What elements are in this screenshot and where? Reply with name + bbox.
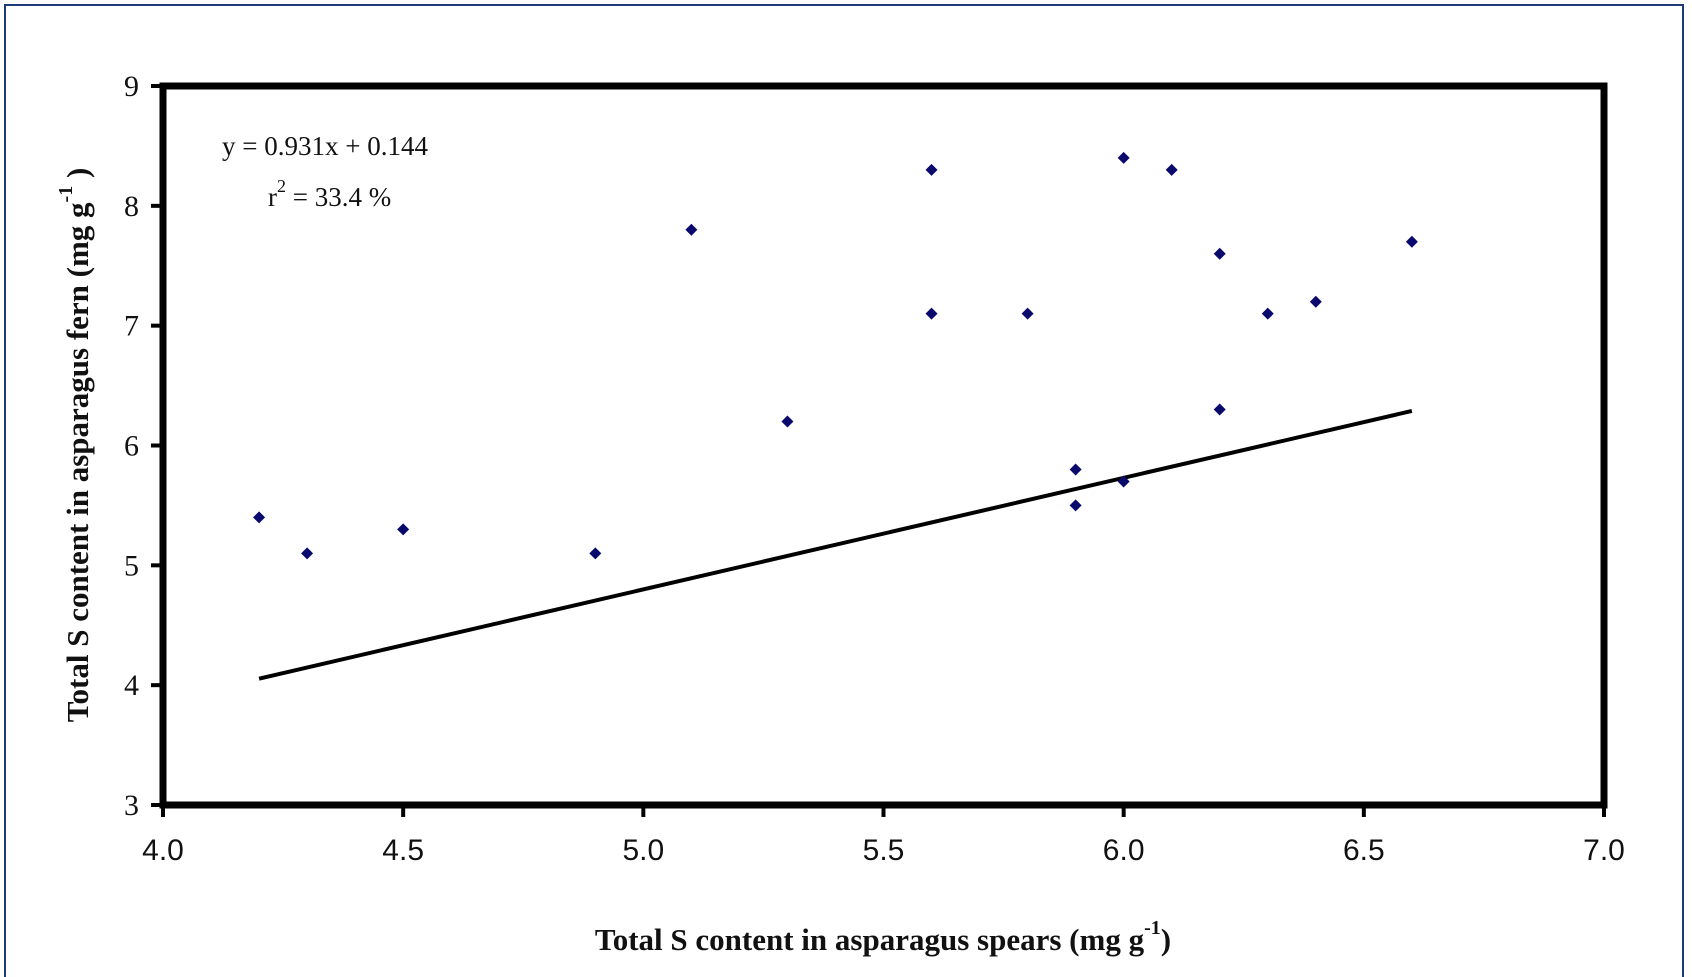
axis-ticks: 4.0 4.5 5.0 5.5 6.0 6.5 7.0 3 4 5 6 7 8 9	[124, 70, 1625, 867]
data-point	[1021, 307, 1034, 320]
x-tick-label: 4.0	[142, 834, 184, 867]
data-point	[301, 547, 314, 560]
trendline-group	[258, 408, 1413, 681]
data-point	[397, 523, 410, 536]
r2-superscript: 2	[277, 176, 286, 196]
r2-value: = 33.4 %	[286, 182, 391, 212]
data-point	[781, 415, 794, 428]
x-axis-title-text: Total S content in asparagus spears (mg …	[595, 922, 1145, 957]
data-point	[1261, 307, 1274, 320]
data-point	[1117, 151, 1130, 164]
y-tick-label: 3	[124, 789, 139, 822]
x-axis-title-sup: -1	[1144, 917, 1161, 939]
data-point	[253, 511, 266, 524]
trendline	[258, 408, 1413, 681]
data-point	[1117, 475, 1130, 488]
y-tick-label: 8	[124, 190, 139, 223]
data-point	[589, 547, 602, 560]
data-point	[1405, 235, 1418, 248]
data-points	[253, 151, 1418, 560]
x-tick-label: 5.5	[863, 834, 905, 867]
y-axis-title: Total S content in asparagus fern (mg g-…	[55, 168, 95, 723]
r2-prefix: r	[268, 182, 277, 212]
x-tick-label: 6.0	[1103, 834, 1145, 867]
x-tick-label: 5.0	[622, 834, 664, 867]
y-tick-label: 5	[124, 549, 139, 582]
x-axis-title-end: )	[1161, 922, 1171, 957]
data-point	[1309, 295, 1322, 308]
data-point	[685, 223, 698, 236]
data-point	[1069, 463, 1082, 476]
data-point	[1213, 403, 1226, 416]
x-tick-label: 4.5	[382, 834, 424, 867]
data-point	[1165, 163, 1178, 176]
y-tick-label: 4	[124, 669, 139, 702]
x-axis-title: Total S content in asparagus spears (mg …	[595, 917, 1171, 957]
figure-frame	[4, 4, 1684, 977]
equation-label: y = 0.931x + 0.144	[222, 131, 428, 161]
y-tick-label: 9	[124, 70, 139, 103]
data-point	[1213, 247, 1226, 260]
y-axis-title-text: Total S content in asparagus fern (mg g	[60, 202, 95, 722]
x-tick-label: 6.5	[1343, 834, 1385, 867]
r2-label: r2 = 33.4 %	[268, 176, 391, 212]
x-tick-label: 7.0	[1583, 834, 1625, 867]
data-point	[925, 163, 938, 176]
data-point	[925, 307, 938, 320]
y-tick-label: 7	[124, 310, 139, 343]
data-point	[1069, 499, 1082, 512]
y-axis-title-end: )	[60, 168, 95, 186]
y-axis-title-sup: -1	[55, 186, 77, 203]
y-tick-label: 6	[124, 430, 139, 463]
